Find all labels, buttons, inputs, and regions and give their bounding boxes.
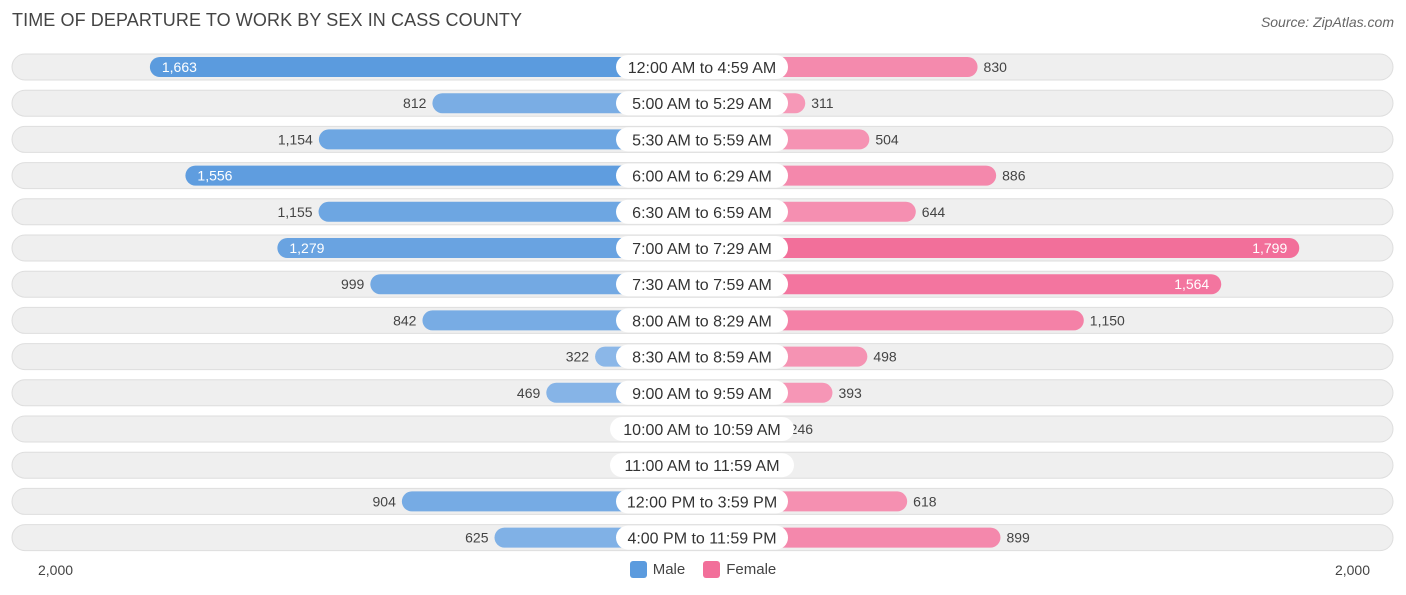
data-label-male: 469: [517, 385, 541, 401]
category-pill: [616, 127, 788, 152]
category-pill: [616, 308, 788, 333]
data-label-male: 625: [465, 530, 489, 546]
category-label: 12:00 AM to 4:59 AM: [628, 60, 777, 77]
category-pill: [616, 525, 788, 550]
legend-swatch-female: [703, 561, 721, 578]
axis-left-label: 2,000: [38, 562, 74, 578]
data-label-female: 644: [922, 204, 946, 220]
legend-swatch-male: [629, 561, 647, 578]
data-label-female: 618: [913, 493, 937, 509]
data-label-female: 830: [984, 59, 1008, 75]
data-label-male: 904: [373, 493, 397, 509]
data-label-female: 498: [873, 349, 897, 365]
bar-male: [277, 238, 712, 258]
category-label: 4:00 PM to 11:59 PM: [627, 531, 776, 548]
category-label: 5:00 AM to 5:29 AM: [632, 96, 772, 113]
category-label: 12:00 PM to 3:59 PM: [627, 494, 777, 511]
data-label-female: 886: [1002, 168, 1026, 184]
category-pill: [616, 55, 788, 79]
category-pill: [616, 91, 788, 116]
category-label: 6:00 AM to 6:29 AM: [632, 169, 772, 186]
category-label: 8:00 AM to 8:29 AM: [632, 313, 772, 330]
category-label: 7:30 AM to 7:59 AM: [632, 277, 772, 294]
data-label-female: 1,564: [1174, 276, 1209, 292]
category-pill: [616, 163, 788, 188]
chart-title: TIME OF DEPARTURE TO WORK BY SEX IN CASS…: [12, 10, 523, 30]
category-label: 8:30 AM to 8:59 AM: [632, 350, 772, 367]
data-label-female: 246: [790, 421, 814, 437]
bar-male: [185, 165, 712, 186]
category-pill: [616, 199, 788, 224]
category-pill: [616, 489, 788, 514]
category-pill: [616, 236, 788, 260]
data-label-female: 1,799: [1252, 240, 1287, 256]
bar-female: [692, 238, 1300, 258]
bar-female: [692, 274, 1222, 295]
data-label-male: 1,556: [197, 168, 232, 184]
data-label-male: 1,155: [277, 204, 312, 220]
axis-right-label: 2,000: [1334, 562, 1370, 578]
data-label-female: 393: [838, 385, 862, 401]
category-pill: [616, 380, 788, 405]
category-pill: [610, 453, 794, 478]
data-label-male: 812: [403, 95, 427, 111]
data-label-male: 842: [393, 312, 417, 328]
data-label-female: 1,150: [1090, 312, 1125, 328]
bar-male: [149, 57, 712, 77]
data-label-male: 1,663: [162, 59, 197, 75]
data-label-male: 999: [341, 276, 365, 292]
category-pill: [616, 272, 788, 297]
chart-canvas: 1,663 830 12:00 AM to 4:59 AM 812 311 5:00 AM…: [11, 53, 1394, 552]
legend: Male Female: [0, 561, 1406, 578]
legend-label-male: Male: [652, 561, 686, 578]
bar-male: [318, 129, 712, 150]
bar-male: [318, 201, 712, 222]
legend-item-female[interactable]: Female: [703, 561, 776, 578]
data-label-male: 1,154: [278, 131, 313, 147]
category-label: 7:00 AM to 7:29 AM: [632, 241, 772, 258]
data-label-male: 1,279: [289, 240, 324, 256]
category-pill: [610, 417, 794, 441]
data-label-female: 899: [1006, 530, 1030, 546]
source-credit: Source: ZipAtlas.com: [1260, 14, 1394, 30]
category-label: 11:00 AM to 11:59 AM: [624, 458, 779, 475]
legend-label-female: Female: [726, 561, 777, 578]
data-label-female: 504: [875, 131, 899, 147]
legend-item-male[interactable]: Male: [629, 561, 686, 578]
category-pill: [616, 344, 788, 369]
data-label-female: 311: [811, 95, 834, 111]
category-label: 10:00 AM to 10:59 AM: [623, 422, 780, 439]
category-label: 5:30 AM to 5:59 AM: [632, 132, 772, 149]
data-label-male: 322: [566, 349, 590, 365]
category-label: 9:00 AM to 9:59 AM: [632, 386, 772, 403]
category-label: 6:30 AM to 6:59 AM: [632, 205, 772, 222]
bar-female: [692, 310, 1084, 331]
